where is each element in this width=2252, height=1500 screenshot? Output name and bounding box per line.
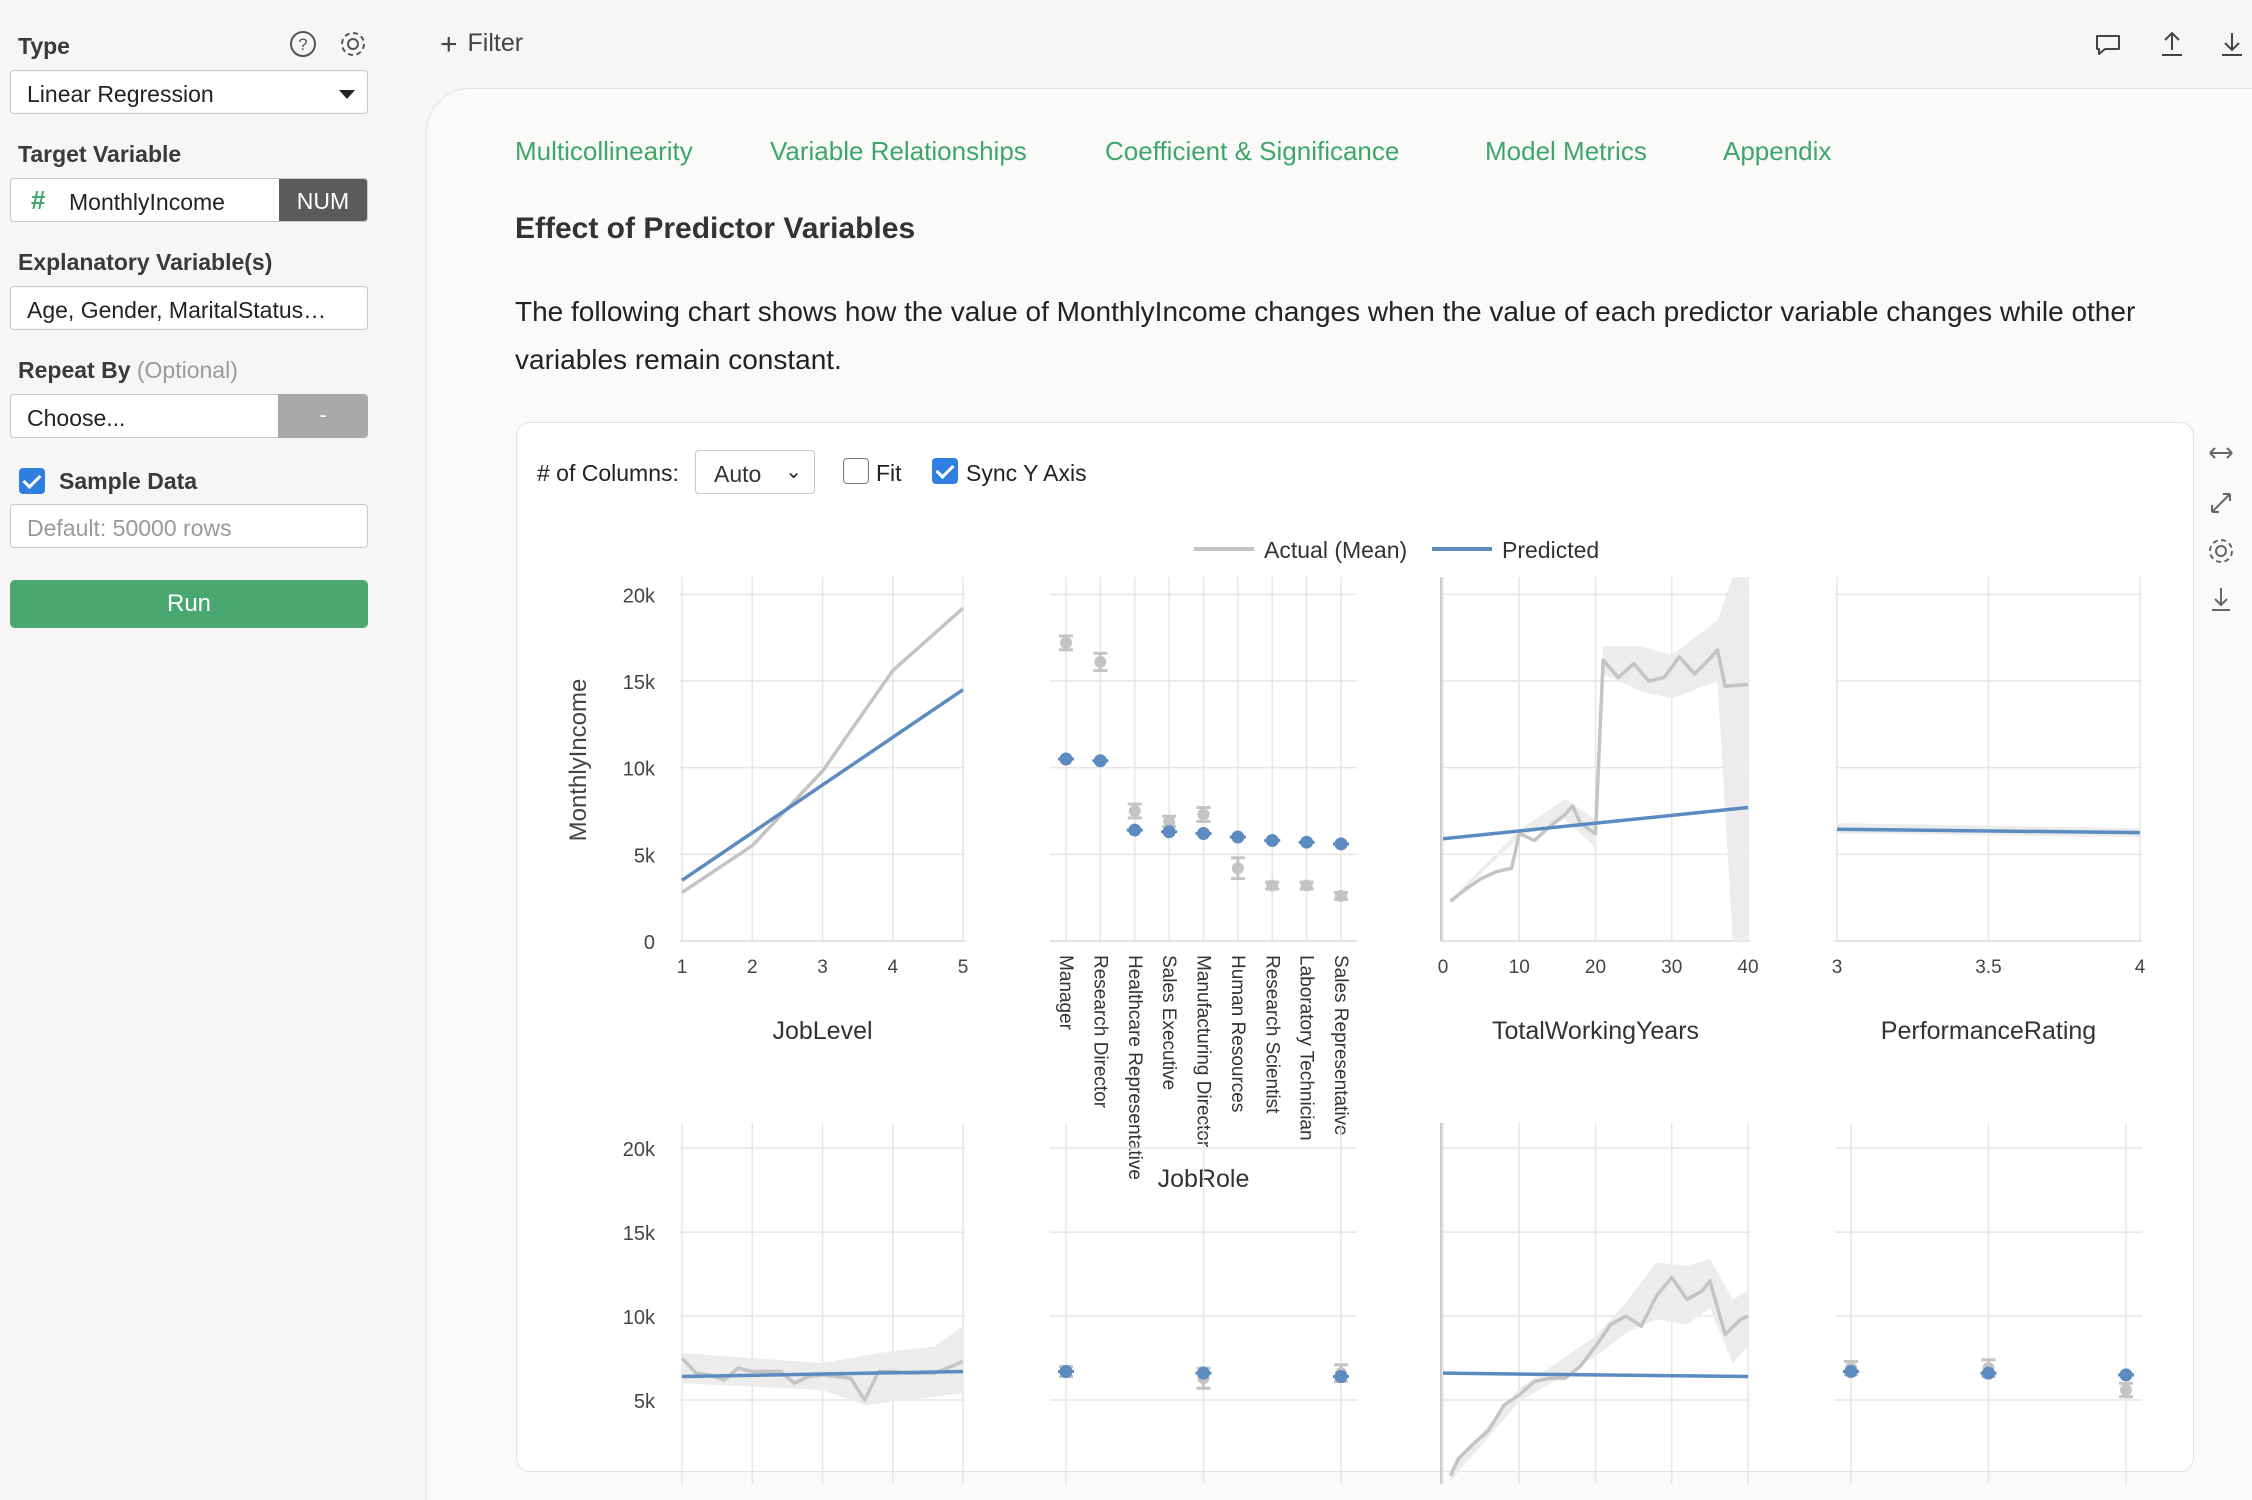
repeat-by-label: Repeat By (Optional) xyxy=(18,357,238,384)
tab-coefficient-significance[interactable]: Coefficient & Significance xyxy=(1105,136,1400,166)
chart-card xyxy=(516,422,2194,1472)
tab-multicollinearity[interactable]: Multicollinearity xyxy=(515,136,693,166)
fit-label: Fit xyxy=(876,460,902,486)
filter-button[interactable]: + Filter xyxy=(440,28,523,62)
download-icon[interactable] xyxy=(2206,584,2236,614)
download-icon[interactable] xyxy=(2216,28,2248,60)
columns-select-value: Auto xyxy=(714,461,762,487)
tab-variable-relationships[interactable]: Variable Relationships xyxy=(770,136,1027,166)
expand-horizontal-icon[interactable] xyxy=(2206,438,2236,468)
sample-data-label: Sample Data xyxy=(59,468,198,494)
svg-text:?: ? xyxy=(298,35,307,54)
target-variable-field[interactable]: # MonthlyIncome NUM xyxy=(10,178,368,222)
explanatory-variables-field[interactable]: Age, Gender, MaritalStatus… xyxy=(10,286,368,330)
columns-label: # of Columns: xyxy=(537,460,679,486)
repeat-by-clear-button[interactable]: - xyxy=(278,394,368,438)
sync-y-axis-label: Sync Y Axis xyxy=(966,460,1087,486)
chevron-down-icon xyxy=(339,90,355,99)
help-icon[interactable]: ? xyxy=(288,29,318,59)
sync-y-axis-checkbox[interactable] xyxy=(932,458,958,484)
tab-appendix[interactable]: Appendix xyxy=(1723,136,1832,166)
target-variable-label: Target Variable xyxy=(18,141,182,167)
comment-icon[interactable] xyxy=(2092,28,2124,60)
type-select-value: Linear Regression xyxy=(27,81,214,107)
section-title: Effect of Predictor Variables xyxy=(515,212,916,245)
section-description: The following chart shows how the value … xyxy=(515,296,2136,375)
target-variable-value: MonthlyIncome xyxy=(69,189,225,215)
fit-checkbox[interactable] xyxy=(843,458,869,484)
sample-data-checkbox[interactable] xyxy=(19,468,45,494)
run-button[interactable]: Run xyxy=(10,580,368,628)
upload-icon[interactable] xyxy=(2156,28,2188,60)
settings-sidebar: Type ? Linear Regression Target Variable… xyxy=(0,0,400,1500)
gear-icon[interactable] xyxy=(338,29,368,59)
repeat-by-select[interactable]: Choose... xyxy=(10,394,280,438)
filter-label: Filter xyxy=(467,29,524,57)
plus-icon: + xyxy=(440,28,458,61)
fullscreen-icon[interactable] xyxy=(2206,488,2236,518)
chevron-down-icon: ⌄ xyxy=(785,461,802,483)
explanatory-label: Explanatory Variable(s) xyxy=(18,249,273,275)
sample-rows-input[interactable]: Default: 50000 rows xyxy=(10,504,368,548)
optional-hint: (Optional) xyxy=(136,357,238,383)
type-select[interactable]: Linear Regression xyxy=(10,70,368,114)
type-badge: NUM xyxy=(279,179,367,221)
columns-select[interactable]: Auto ⌄ xyxy=(695,450,815,494)
repeat-by-text: Repeat By xyxy=(18,357,131,383)
gear-icon[interactable] xyxy=(2206,536,2236,566)
type-label: Type xyxy=(18,33,70,59)
numeric-type-icon: # xyxy=(31,185,46,215)
tab-model-metrics[interactable]: Model Metrics xyxy=(1485,136,1647,166)
